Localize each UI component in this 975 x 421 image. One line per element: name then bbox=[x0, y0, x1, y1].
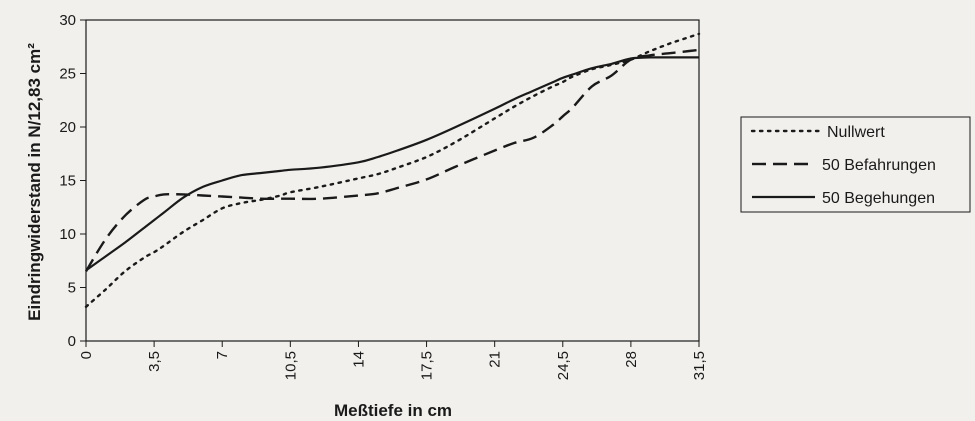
legend-label-befahrungen: 50 Befahrungen bbox=[822, 157, 936, 174]
y-tick-label: 15 bbox=[59, 173, 76, 190]
legend-label-nullwert: Nullwert bbox=[827, 124, 885, 141]
x-tick-label: 21 bbox=[487, 351, 504, 368]
y-axis-ticks: 0 5 10 15 20 25 30 bbox=[59, 12, 86, 350]
x-axis-title: Meßtiefe in cm bbox=[334, 401, 452, 420]
x-tick-label: 28 bbox=[623, 351, 640, 368]
y-tick-label: 0 bbox=[68, 333, 76, 350]
y-tick-label: 20 bbox=[59, 119, 76, 136]
legend-label-begehungen: 50 Begehungen bbox=[822, 190, 935, 207]
series-layer bbox=[84, 32, 701, 308]
y-tick-label: 10 bbox=[59, 226, 76, 243]
x-tick-label: 3,5 bbox=[146, 351, 163, 372]
y-axis-title: Eindringwiderstand in N/12,83 cm² bbox=[25, 43, 44, 321]
x-tick-label: 7 bbox=[214, 351, 231, 359]
x-tick-label: 0 bbox=[78, 351, 95, 359]
plot-frame bbox=[85, 19, 700, 342]
legend: Nullwert 50 Befahrungen 50 Begehungen bbox=[740, 116, 971, 213]
x-tick-label: 14 bbox=[350, 351, 367, 368]
series-line-2 bbox=[84, 48, 700, 273]
x-tick-label: 31,5 bbox=[691, 351, 708, 380]
x-axis-ticks: 0 3,5 7 10,5 14 17,5 21 24,5 28 31,5 bbox=[78, 341, 708, 380]
x-tick-label: 10,5 bbox=[282, 351, 299, 380]
y-tick-label: 25 bbox=[59, 66, 76, 83]
plot-area bbox=[85, 19, 700, 342]
x-tick-label: 24,5 bbox=[555, 351, 572, 380]
y-tick-label: 5 bbox=[68, 280, 76, 297]
series-line-1 bbox=[84, 32, 701, 308]
x-tick-label: 17,5 bbox=[419, 351, 436, 380]
legend-box bbox=[740, 116, 971, 213]
series-line-3 bbox=[85, 56, 699, 272]
y-tick-label: 30 bbox=[59, 12, 76, 29]
